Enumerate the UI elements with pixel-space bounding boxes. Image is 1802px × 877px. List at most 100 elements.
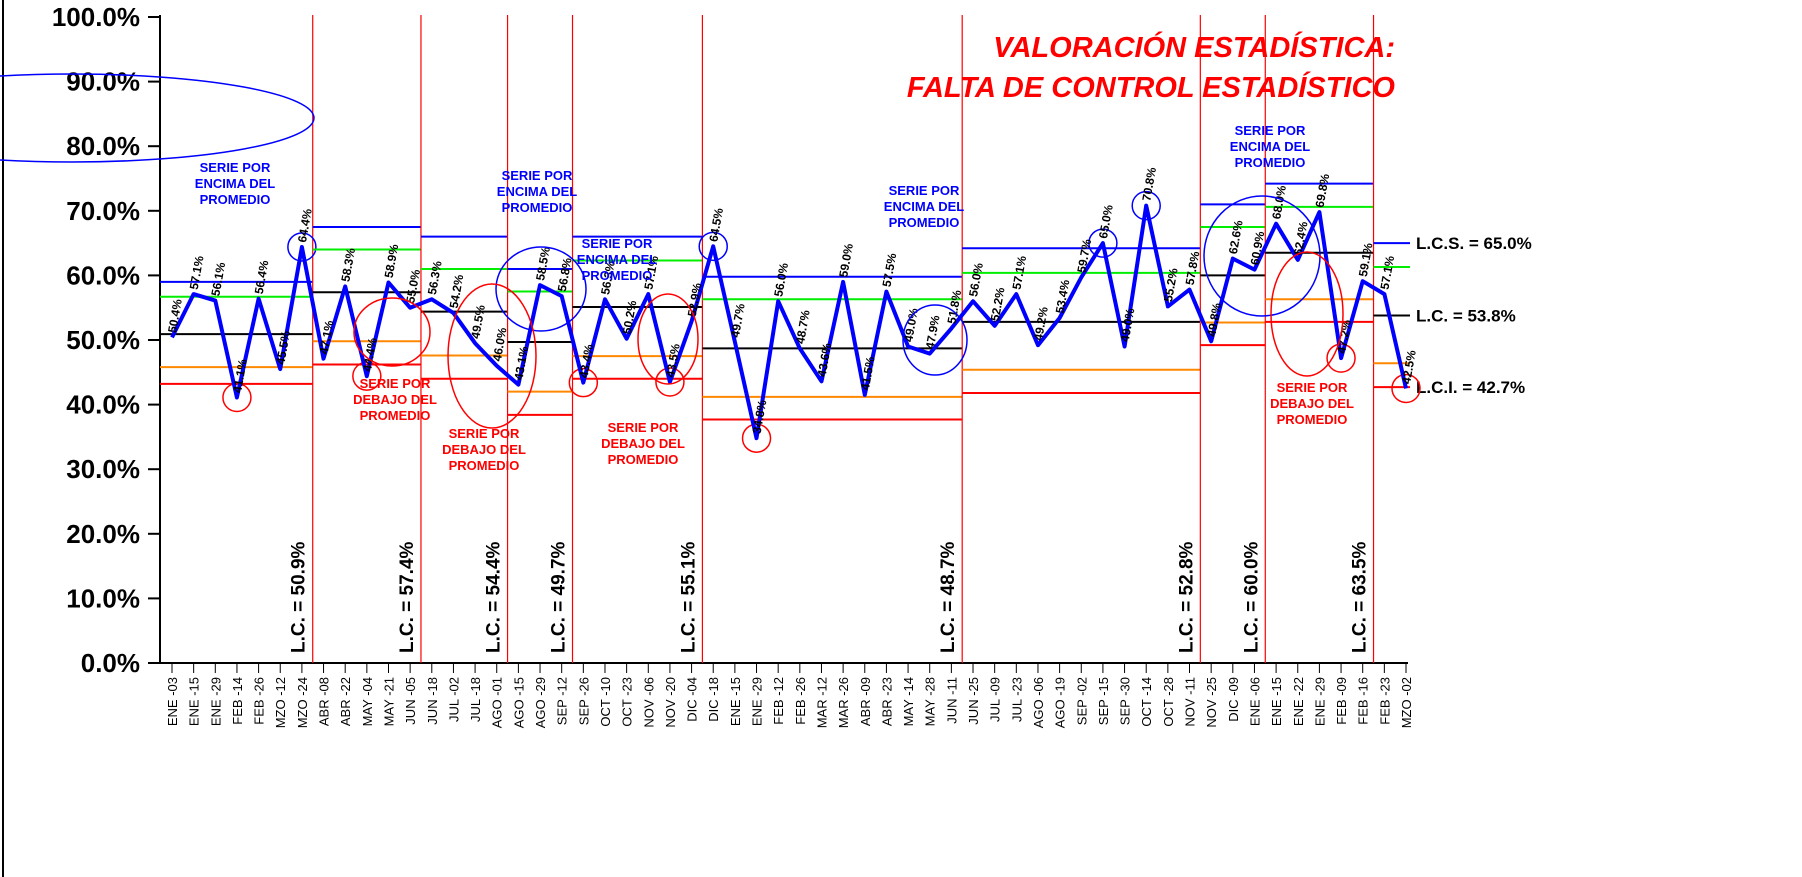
x-tick-label: MZO -12 bbox=[273, 677, 288, 728]
x-tick-label: MAR -12 bbox=[814, 677, 829, 728]
x-tick-label: AGO -19 bbox=[1053, 677, 1068, 728]
y-tick-label: 80.0% bbox=[66, 131, 140, 161]
data-label: 52.2% bbox=[988, 286, 1008, 322]
x-tick-label: ENE -29 bbox=[750, 677, 765, 726]
x-tick-label: FEB -09 bbox=[1334, 677, 1349, 725]
chart-title: FALTA DE CONTROL ESTADÍSTICO bbox=[907, 71, 1396, 104]
data-label: 56.4% bbox=[252, 259, 272, 295]
annotation: SERIE POR bbox=[608, 420, 679, 435]
annotation: ENCIMA DEL bbox=[1230, 139, 1310, 154]
annotation-ellipse bbox=[637, 293, 699, 385]
annotation-ellipse bbox=[902, 304, 968, 376]
data-label: 56.8% bbox=[555, 256, 575, 292]
data-label: 60.9% bbox=[1248, 230, 1268, 266]
data-label: 42.5% bbox=[1399, 349, 1419, 385]
annotation: PROMEDIO bbox=[502, 200, 573, 215]
x-tick-label: NOV -20 bbox=[663, 677, 678, 728]
x-tick-label: FEB -16 bbox=[1356, 677, 1371, 725]
x-tick-label: OCT -28 bbox=[1161, 677, 1176, 727]
data-label: 53.4% bbox=[1053, 278, 1073, 314]
data-label: 43.4% bbox=[577, 343, 597, 379]
annotation: ENCIMA DEL bbox=[884, 199, 964, 214]
annotation-ellipse bbox=[495, 246, 587, 332]
out-of-control-marker bbox=[1131, 190, 1161, 221]
y-tick-label: 100.0% bbox=[52, 2, 140, 32]
x-tick-label: FEB -12 bbox=[771, 677, 786, 725]
data-label: 62.4% bbox=[1291, 220, 1311, 256]
data-label: 56.3% bbox=[425, 260, 445, 296]
annotation: DEBAJO DEL bbox=[601, 436, 685, 451]
data-label: 62.6% bbox=[1226, 219, 1246, 255]
annotation: PROMEDIO bbox=[582, 268, 653, 283]
x-tick-label: JUL -02 bbox=[446, 677, 461, 722]
data-label: 65.0% bbox=[1096, 203, 1116, 239]
data-label: 57.5% bbox=[880, 252, 900, 288]
y-tick-label: 40.0% bbox=[66, 390, 140, 420]
annotation: PROMEDIO bbox=[889, 215, 960, 230]
annotation: SERIE POR bbox=[889, 183, 960, 198]
data-label: 59.1% bbox=[1356, 241, 1376, 277]
data-label: 56.1% bbox=[208, 261, 228, 297]
x-tick-label: MAY -21 bbox=[381, 677, 396, 726]
data-label: 57.1% bbox=[1009, 254, 1029, 290]
data-label: 55.2% bbox=[1161, 267, 1181, 303]
y-tick-label: 30.0% bbox=[66, 454, 140, 484]
annotation: SERIE POR bbox=[502, 168, 573, 183]
data-label: 49.7% bbox=[728, 302, 748, 338]
x-tick-label: OCT -23 bbox=[620, 677, 635, 727]
data-label: 43.1% bbox=[512, 345, 532, 381]
data-label: 57.1% bbox=[1378, 254, 1398, 290]
data-label: 49.5% bbox=[468, 303, 488, 339]
x-tick-label: ENE -15 bbox=[728, 677, 743, 726]
data-label: 56.0% bbox=[771, 261, 791, 297]
y-tick-label: 60.0% bbox=[66, 260, 140, 290]
data-label: 58.9% bbox=[382, 243, 402, 279]
data-label: 48.7% bbox=[793, 309, 813, 345]
out-of-control-marker bbox=[352, 361, 382, 391]
out-of-control-marker bbox=[287, 232, 317, 262]
data-label: 47.2% bbox=[1334, 318, 1354, 354]
x-tick-label: ENE -15 bbox=[187, 677, 202, 726]
x-tick-label: NOV -11 bbox=[1183, 677, 1198, 727]
x-tick-label: FEB -26 bbox=[793, 677, 808, 725]
x-tick-label: ENE -29 bbox=[208, 677, 223, 726]
x-tick-label: ABR -09 bbox=[858, 677, 873, 726]
data-label: 70.8% bbox=[1139, 166, 1159, 202]
annotation: PROMEDIO bbox=[1235, 155, 1306, 170]
annotation: SERIE POR bbox=[1235, 123, 1306, 138]
data-label: 34.8% bbox=[750, 398, 770, 434]
annotation: ENCIMA DEL bbox=[577, 252, 657, 267]
y-tick-label: 50.0% bbox=[66, 325, 140, 355]
x-tick-label: ENE -03 bbox=[165, 677, 180, 726]
data-label: 57.1% bbox=[641, 254, 661, 290]
annotation: DEBAJO DEL bbox=[1270, 396, 1354, 411]
x-tick-label: FEB -14 bbox=[230, 677, 245, 725]
annotation: PROMEDIO bbox=[360, 408, 431, 423]
annotation: PROMEDIO bbox=[200, 192, 271, 207]
chart-title: VALORACIÓN ESTADÍSTICA: bbox=[993, 30, 1395, 64]
center-line-label: L.C. = 48.7% bbox=[938, 541, 959, 653]
x-tick-label: FEB -26 bbox=[252, 677, 267, 725]
x-tick-label: OCT -14 bbox=[1139, 677, 1154, 727]
x-tick-label: NOV -06 bbox=[641, 677, 656, 728]
center-line-label: L.C. = 60.0% bbox=[1241, 541, 1262, 653]
center-line-label: L.C. = 50.9% bbox=[289, 541, 310, 653]
data-label: 43.5% bbox=[663, 342, 683, 378]
x-tick-label: SEP -02 bbox=[1074, 677, 1089, 725]
data-label: 59.0% bbox=[836, 242, 856, 278]
y-tick-label: 20.0% bbox=[66, 519, 140, 549]
center-line-label: L.C. = 52.8% bbox=[1176, 541, 1197, 653]
center-line-label: L.C. = 49.7% bbox=[549, 541, 570, 653]
data-label: 41.5% bbox=[858, 355, 878, 391]
annotation: ENCIMA DEL bbox=[497, 184, 577, 199]
y-tick-label: 10.0% bbox=[66, 583, 140, 613]
annotation: PROMEDIO bbox=[1277, 412, 1348, 427]
data-label: 49.2% bbox=[1031, 305, 1051, 341]
x-tick-label: SEP -30 bbox=[1118, 677, 1133, 725]
annotation-ellipse bbox=[353, 297, 431, 367]
lcl-label: L.C.I. = 42.7% bbox=[1416, 378, 1525, 397]
x-tick-label: ENE -06 bbox=[1247, 677, 1262, 726]
data-label: 68.0% bbox=[1269, 184, 1289, 220]
